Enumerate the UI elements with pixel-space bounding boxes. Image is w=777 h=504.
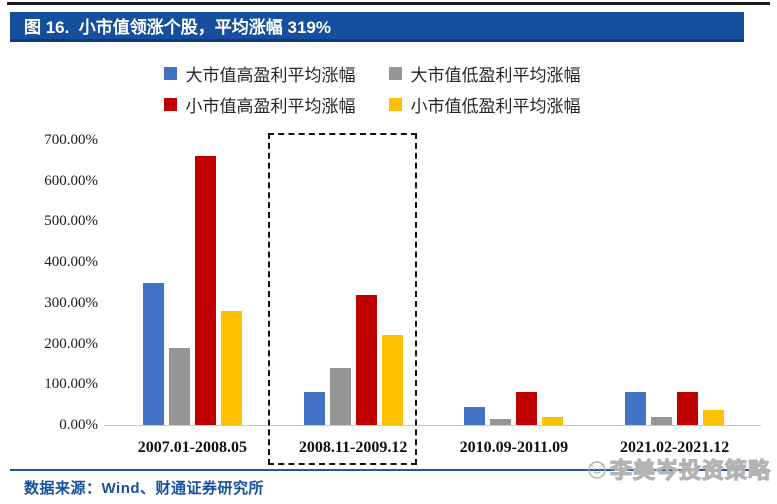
legend-label: 大市值高盈利平均涨幅	[185, 66, 356, 85]
y-axis-label: 100.00%	[44, 376, 98, 393]
legend-label: 小市值高盈利平均涨幅	[185, 97, 356, 116]
x-axis-line	[104, 425, 761, 426]
bar	[381, 334, 403, 425]
bar-cluster	[273, 140, 434, 425]
plot-slots: 2007.01-2008.05 2008.11-2009.12 2010.09-20…	[112, 133, 755, 466]
category-group: 2010.09-2011.09	[434, 140, 595, 457]
figure-header: 图 16. 小市值领涨个股，平均涨幅 319%	[10, 12, 744, 42]
bar-cluster	[112, 140, 273, 425]
legend-item: 小市值低盈利平均涨幅	[388, 89, 614, 120]
category-group: 2007.01-2008.05	[112, 140, 273, 457]
bar-cluster	[594, 140, 755, 425]
legend-color-swatch	[388, 67, 402, 80]
legend-label: 小市值低盈利平均涨幅	[410, 97, 581, 116]
legend-label: 大市值低盈利平均涨幅	[410, 66, 581, 85]
figure-title: 图 16. 小市值领涨个股，平均涨幅 319%	[24, 18, 332, 37]
y-axis-label: 200.00%	[44, 335, 98, 352]
category-group: 2008.11-2009.12	[267, 133, 434, 466]
bar	[168, 347, 190, 425]
bar	[703, 409, 725, 425]
bar	[651, 416, 673, 425]
legend-item: 小市值高盈利平均涨幅	[163, 89, 389, 120]
bar	[194, 156, 216, 425]
bar	[142, 282, 164, 425]
bar	[329, 368, 351, 425]
bar	[542, 416, 564, 425]
bar	[625, 392, 647, 425]
legend-color-swatch	[163, 98, 177, 111]
bar	[677, 392, 699, 425]
y-axis-label: 300.00%	[44, 294, 98, 311]
legend-color-swatch	[388, 98, 402, 111]
watermark: 李美岑投资策略	[586, 453, 771, 485]
y-axis-label: 600.00%	[44, 172, 98, 189]
x-axis-label: 2008.11-2009.12	[298, 439, 408, 456]
bar-chart: 700.00% 600.00% 500.00% 400.00% 300.00% 200.0…	[0, 133, 777, 466]
bar	[303, 392, 325, 425]
legend-item: 大市值低盈利平均涨幅	[388, 58, 614, 89]
data-source: 数据来源：Wind、财通证券研究所	[24, 480, 265, 497]
legend-color-swatch	[163, 67, 177, 80]
bar	[516, 391, 538, 425]
x-axis-label: 2021.02-2021.12	[619, 439, 730, 456]
bar	[220, 311, 242, 425]
y-axis-label: 500.00%	[44, 213, 98, 230]
y-axis-label: 400.00%	[44, 254, 98, 271]
legend: 大市值高盈利平均涨幅 大市值低盈利平均涨幅小市值高盈利平均涨幅 小市值低盈利平均涨幅	[0, 58, 777, 120]
bar	[490, 418, 512, 425]
doodle-face-icon	[588, 461, 606, 479]
y-axis-label: 0.00%	[59, 417, 98, 433]
y-axis-labels: 700.00% 600.00% 500.00% 400.00% 300.00% 200.0…	[0, 133, 102, 433]
legend-grid: 大市值高盈利平均涨幅 大市值低盈利平均涨幅小市值高盈利平均涨幅 小市值低盈利平均涨幅	[163, 58, 614, 120]
watermark-text: 李美岑投资策略	[609, 457, 771, 483]
top-rule	[7, 2, 770, 5]
bar-cluster	[434, 140, 595, 425]
footer-rule	[10, 469, 769, 471]
category-group: 2021.02-2021.12	[594, 140, 755, 457]
bar	[464, 407, 486, 425]
x-axis-label: 2010.09-2011.09	[459, 439, 569, 456]
legend-item: 大市值高盈利平均涨幅	[163, 58, 389, 89]
bar	[355, 295, 377, 425]
x-axis-label: 2007.01-2008.05	[137, 439, 248, 456]
y-axis-label: 700.00%	[44, 132, 98, 148]
